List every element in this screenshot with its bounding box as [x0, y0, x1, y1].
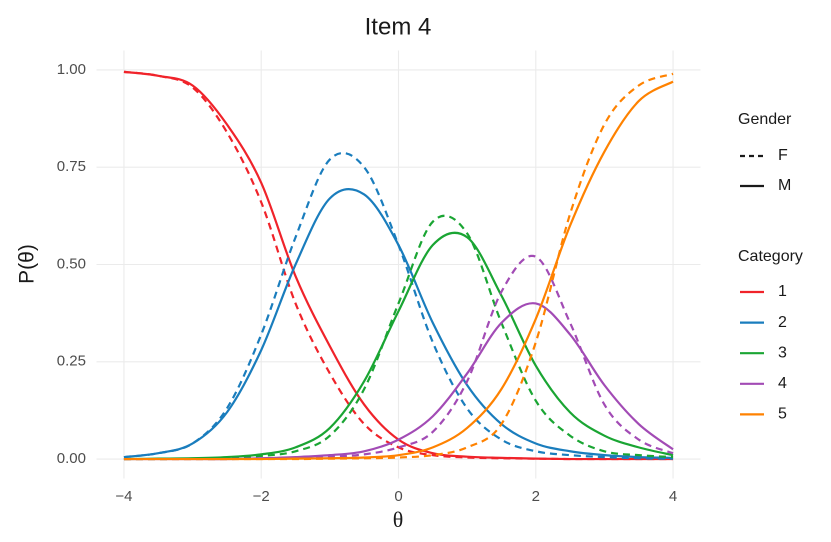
legend-label: 3 [778, 344, 787, 361]
curve [123, 231, 674, 461]
curve [123, 80, 674, 461]
x-tick-label: 2 [532, 488, 540, 505]
legend-label: M [778, 177, 791, 194]
legend-title: Category [738, 248, 803, 265]
x-tick-label: 0 [394, 488, 402, 505]
legend-label: 1 [778, 283, 787, 300]
y-tick-label: 0.50 [57, 255, 86, 272]
y-tick-label: 0.75 [57, 158, 86, 175]
legend-label: 2 [778, 314, 787, 331]
legend-label: 4 [778, 375, 787, 392]
x-tick-label: −2 [253, 488, 270, 505]
legend-title: Gender [738, 111, 792, 128]
curve [123, 70, 674, 461]
curve [123, 188, 674, 459]
x-axis-label: θ [393, 507, 404, 532]
y-tick-label: 1.00 [57, 61, 86, 78]
legend-label: F [778, 147, 788, 164]
y-tick-label: 0.00 [57, 450, 86, 467]
x-tick-label: −4 [115, 488, 132, 505]
y-tick-label: 0.25 [57, 353, 86, 370]
chart-title: Item 4 [365, 13, 432, 40]
legend-label: 5 [778, 406, 787, 423]
y-axis-label: P(θ) [16, 244, 39, 284]
x-tick-label: 4 [669, 488, 677, 505]
